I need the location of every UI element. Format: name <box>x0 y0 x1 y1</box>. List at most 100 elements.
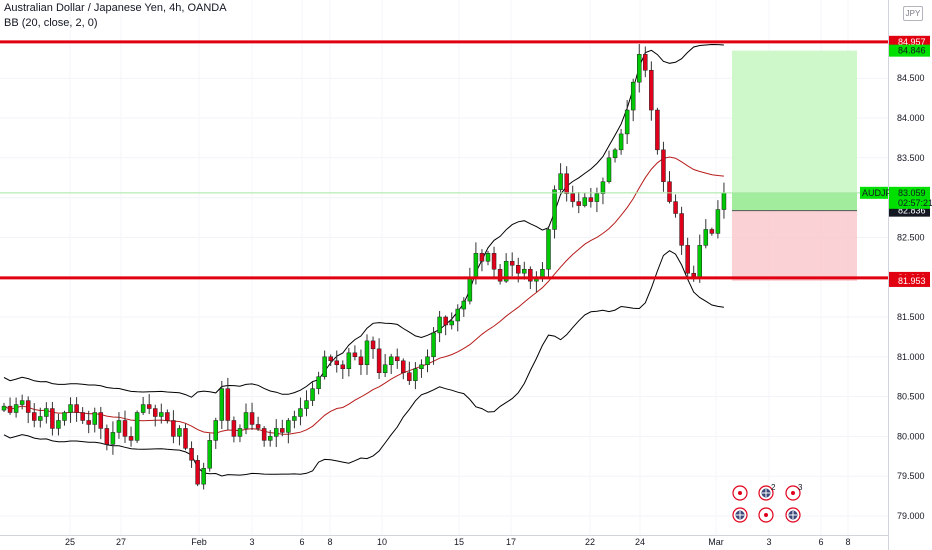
candle <box>267 436 273 441</box>
candle <box>564 173 569 194</box>
candle <box>679 213 684 246</box>
candle <box>643 54 648 71</box>
candle <box>703 229 709 246</box>
candle <box>68 404 73 413</box>
candle <box>685 245 690 274</box>
candle <box>612 149 618 159</box>
candle <box>189 448 194 461</box>
event-marker-icon[interactable] <box>758 507 774 523</box>
candle <box>395 356 400 362</box>
candle <box>522 268 527 274</box>
economic-event-icon[interactable]: 2 <box>758 483 776 501</box>
level-lines <box>0 40 888 280</box>
x-tick-label: 17 <box>506 537 516 547</box>
candle <box>44 408 49 417</box>
y-tick-label: 81.000 <box>897 352 925 362</box>
candle <box>667 181 672 202</box>
stop-label-bg <box>889 274 930 287</box>
price-labels: 84.95784.84682.83681.99181.953AUDJPY83.0… <box>860 35 932 287</box>
candle <box>582 197 588 206</box>
candle <box>146 404 152 409</box>
candle <box>225 388 231 421</box>
indicator-label[interactable]: BB (20, close, 2, 0) <box>4 17 98 29</box>
x-tick-label: 8 <box>845 537 850 547</box>
event-count: 2 <box>771 483 776 492</box>
candle <box>600 181 606 194</box>
candle <box>721 192 727 210</box>
candle <box>455 308 460 322</box>
y-tick-label: 84.500 <box>897 73 925 83</box>
countdown-label: 02:57:21 <box>898 198 932 208</box>
candle <box>431 332 436 358</box>
open-pnl-zone <box>732 192 857 211</box>
economic-event-icon[interactable] <box>785 507 801 523</box>
candle <box>709 229 715 234</box>
candle <box>594 193 600 202</box>
candle <box>491 253 497 270</box>
economic-event-icon[interactable] <box>732 507 748 523</box>
candle <box>370 340 376 350</box>
y-tick-label: 82.500 <box>897 232 925 242</box>
candle <box>255 424 261 429</box>
event-dot <box>764 513 768 517</box>
candle <box>304 400 309 409</box>
candle <box>237 428 243 437</box>
x-tick-label: 25 <box>65 537 75 547</box>
candle <box>280 428 285 433</box>
candle <box>98 412 104 429</box>
candle <box>637 54 642 83</box>
candle <box>177 428 182 437</box>
candle <box>473 253 479 278</box>
x-tick-label: 15 <box>454 537 464 547</box>
candle <box>419 364 424 369</box>
bb-basis <box>3 156 724 435</box>
candle <box>358 356 364 366</box>
currency-badge[interactable]: JPY <box>903 6 923 21</box>
candle <box>479 253 485 262</box>
candle <box>673 201 678 214</box>
candle <box>195 460 200 485</box>
y-tick-label: 81.500 <box>897 312 925 322</box>
candle <box>413 368 418 381</box>
event-dot <box>791 491 795 495</box>
candle <box>497 268 503 282</box>
candle <box>122 420 128 437</box>
candle <box>715 209 721 234</box>
candle <box>437 316 442 334</box>
x-tick-label: 27 <box>116 537 126 547</box>
flag-cross <box>789 511 797 519</box>
flag-cross <box>762 489 770 497</box>
x-tick-label: 6 <box>818 537 823 547</box>
y-tick-label: 83.500 <box>897 153 925 163</box>
candle <box>352 352 358 358</box>
x-tick-label: 3 <box>766 537 771 547</box>
x-tick-label: 3 <box>249 537 254 547</box>
candle <box>364 340 370 366</box>
candle <box>340 364 346 369</box>
candle <box>334 360 339 366</box>
event-marker-icon[interactable]: 3 <box>785 483 803 501</box>
candle <box>140 404 146 413</box>
candle <box>467 276 473 302</box>
x-tick-label: 22 <box>585 537 595 547</box>
target-label: 84.846 <box>898 46 926 56</box>
y-tick-label: 80.500 <box>897 392 925 402</box>
bb-lower-band <box>3 250 724 477</box>
event-count: 3 <box>798 483 803 492</box>
candle <box>128 436 134 441</box>
candle <box>630 81 636 111</box>
candle <box>624 109 630 135</box>
candle <box>376 348 382 373</box>
candle <box>546 229 551 270</box>
candle <box>38 416 43 421</box>
candle <box>316 376 321 389</box>
candle <box>570 193 575 202</box>
x-tick-label: 8 <box>327 537 332 547</box>
event-dot <box>738 491 742 495</box>
event-marker-icon[interactable] <box>732 485 748 501</box>
candle <box>540 268 545 278</box>
candle <box>231 420 237 437</box>
x-tick-label: Feb <box>191 537 207 547</box>
